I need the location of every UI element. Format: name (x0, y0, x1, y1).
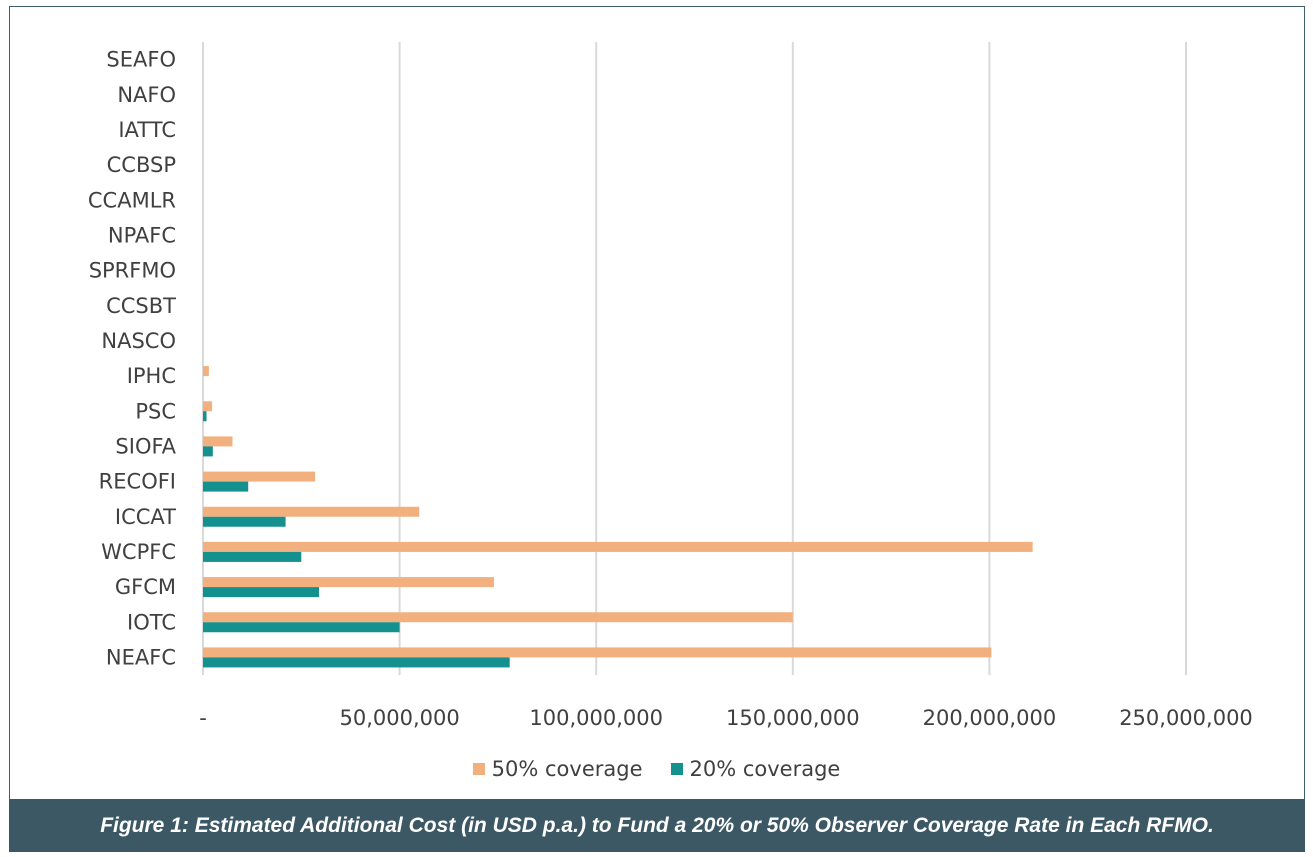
y-tick-label: IOTC (127, 610, 176, 634)
x-tick-label: 50,000,000 (339, 706, 459, 730)
chart-legend: 50% coverage 20% coverage (0, 757, 1313, 781)
bar-20-coverage (203, 446, 213, 457)
bar-50-coverage (203, 612, 793, 623)
legend-item-50: 50% coverage (472, 757, 643, 781)
y-tick-label: IATTC (118, 118, 176, 142)
x-tick-label: 200,000,000 (923, 706, 1057, 730)
bar-20-coverage (203, 622, 400, 633)
y-tick-label: SPRFMO (89, 259, 176, 283)
y-tick-label: IPHC (127, 364, 176, 388)
x-tick-label: 150,000,000 (726, 706, 860, 730)
bar-chart: - 50,000,000 100,000,000 150,000,000 200,000… (88, 42, 1253, 730)
y-tick-label: ICCAT (115, 505, 176, 529)
x-tick-label: - (199, 706, 207, 730)
legend-item-20: 20% coverage (670, 757, 841, 781)
y-tick-label: CCAMLR (88, 188, 176, 212)
bar-20-coverage (203, 551, 302, 562)
bar-50-coverage (203, 541, 1033, 552)
bar-50-coverage (203, 401, 213, 412)
bar-20-coverage (203, 587, 319, 598)
bar-50-coverage (203, 506, 420, 517)
bar-50-coverage (203, 471, 316, 482)
legend-swatch-20 (670, 763, 683, 775)
figure-caption: Figure 1: Estimated Additional Cost (in … (9, 799, 1305, 852)
y-tick-label: SIOFA (115, 434, 176, 458)
bar-20-coverage (203, 481, 249, 492)
bar-20-coverage (203, 411, 207, 422)
y-tick-label: SEAFO (106, 48, 176, 72)
legend-swatch-50 (472, 763, 485, 775)
y-tick-label: NAFO (117, 83, 176, 107)
figure-frame (9, 6, 1305, 852)
bar-50-coverage (203, 647, 992, 658)
y-tick-label: PSC (135, 399, 176, 423)
bar-50-coverage (203, 436, 233, 447)
bar-50-coverage (203, 577, 494, 588)
y-tick-label: RECOFI (99, 470, 176, 494)
y-tick-label: NEAFC (106, 645, 176, 669)
bar-20-coverage (203, 657, 510, 668)
x-tick-label: 250,000,000 (1119, 706, 1253, 730)
legend-label-20: 20% coverage (689, 757, 841, 781)
x-tick-label: 100,000,000 (529, 706, 663, 730)
y-tick-label: NPAFC (108, 223, 176, 247)
legend-label-50: 50% coverage (491, 757, 643, 781)
y-tick-label: CCBSP (107, 153, 176, 177)
y-tick-label: NASCO (101, 329, 176, 353)
y-tick-label: GFCM (115, 575, 176, 599)
y-tick-label: CCSBT (106, 294, 176, 318)
y-tick-label: WCPFC (101, 540, 176, 564)
bar-50-coverage (203, 366, 209, 377)
bar-20-coverage (203, 516, 286, 527)
